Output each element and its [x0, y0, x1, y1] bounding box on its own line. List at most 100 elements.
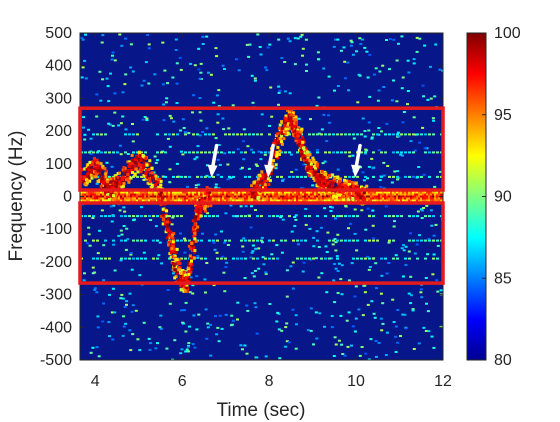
noise-cell: [110, 220, 114, 223]
signal-cell: [192, 235, 196, 238]
signal-cell: [89, 163, 93, 167]
dc-band-cell: [416, 195, 418, 198]
dc-band-cell: [300, 195, 302, 198]
harmonic-cell: [196, 151, 199, 154]
signal-cell: [171, 240, 175, 244]
harmonic-cell: [428, 239, 431, 242]
noise-cell: [188, 325, 191, 328]
dc-band-cell: [96, 199, 98, 202]
signal-cell: [287, 112, 291, 116]
noise-cell: [204, 308, 208, 311]
signal-cell: [97, 161, 101, 165]
signal-cell: [185, 285, 189, 289]
noise-cell: [276, 311, 280, 314]
signal-cell: [308, 159, 312, 163]
dc-band-cell: [124, 191, 126, 194]
signal-cell: [352, 181, 356, 185]
dc-band-cell: [196, 193, 198, 196]
noise-cell: [193, 346, 197, 349]
dc-band-cell: [212, 199, 214, 202]
noise-cell: [205, 127, 209, 130]
signal-cell: [291, 122, 295, 126]
noise-cell: [384, 354, 388, 356]
signal-cell: [332, 194, 336, 198]
noise-cell: [317, 246, 321, 248]
noise-cell: [122, 225, 126, 227]
dc-band-cell: [86, 193, 88, 196]
dc-band-cell: [410, 195, 412, 198]
signal-cell: [191, 219, 195, 223]
dc-band-cell: [208, 193, 210, 196]
noise-cell: [158, 241, 162, 244]
noise-cell: [244, 205, 248, 208]
signal-cell: [308, 164, 312, 168]
noise-cell: [122, 206, 126, 209]
signal-cell: [250, 194, 254, 198]
dc-band-cell: [396, 197, 398, 200]
signal-cell: [340, 192, 344, 196]
signal-cell: [290, 115, 294, 119]
harmonic-cell: [296, 257, 299, 260]
dc-band-cell: [194, 199, 196, 202]
dc-band-cell: [326, 195, 328, 198]
dc-band-cell: [234, 199, 236, 202]
signal-cell: [197, 203, 201, 207]
dc-band-cell: [428, 193, 430, 196]
noise-cell: [121, 334, 125, 337]
harmonic-cell: [348, 175, 351, 178]
noise-cell: [392, 79, 395, 82]
noise-cell: [206, 322, 210, 325]
dc-band-cell: [98, 199, 100, 202]
noise-cell: [93, 287, 97, 290]
noise-cell: [119, 259, 123, 262]
noise-cell: [339, 49, 343, 52]
dc-band-cell: [326, 199, 328, 202]
dc-band-cell: [300, 191, 302, 194]
harmonic-cell: [400, 133, 403, 136]
noise-cell: [401, 275, 405, 278]
harmonic-cell: [336, 151, 339, 154]
signal-cell: [168, 230, 172, 234]
harmonic-cell: [368, 239, 371, 242]
harmonic-cell: [428, 215, 431, 218]
noise-cell: [141, 118, 145, 121]
signal-cell: [357, 193, 360, 197]
dc-band-cell: [426, 193, 428, 196]
noise-cell: [187, 342, 191, 345]
dc-band-cell: [262, 195, 264, 198]
signal-cell: [343, 178, 347, 182]
noise-cell: [242, 128, 246, 131]
noise-cell: [120, 233, 124, 236]
harmonic-cell: [324, 215, 327, 218]
noise-cell: [396, 131, 400, 134]
dc-band-cell: [202, 191, 204, 194]
noise-cell: [340, 264, 344, 267]
signal-cell: [297, 126, 301, 130]
dc-band-cell: [430, 199, 432, 202]
dc-band-cell: [276, 197, 278, 200]
harmonic-cell: [172, 175, 175, 178]
signal-cell: [107, 198, 111, 202]
dc-band-cell: [322, 193, 324, 196]
dc-band-cell: [232, 199, 234, 202]
noise-cell: [214, 315, 217, 318]
noise-cell: [119, 297, 123, 300]
dc-band-cell: [88, 191, 90, 194]
harmonic-cell: [336, 133, 339, 136]
signal-cell: [177, 266, 181, 270]
harmonic-cell: [92, 215, 95, 218]
dc-band-cell: [422, 193, 424, 196]
dc-band-cell: [424, 193, 426, 196]
noise-cell: [351, 154, 355, 157]
noise-cell: [294, 218, 298, 221]
noise-cell: [124, 37, 128, 40]
noise-cell: [175, 162, 179, 165]
dc-band-cell: [440, 191, 442, 194]
noise-cell: [121, 91, 125, 94]
noise-cell: [229, 204, 233, 207]
noise-cell: [277, 328, 281, 331]
harmonic-cell: [308, 215, 311, 218]
noise-cell: [192, 94, 196, 97]
noise-cell: [423, 44, 427, 47]
noise-cell: [197, 47, 201, 50]
